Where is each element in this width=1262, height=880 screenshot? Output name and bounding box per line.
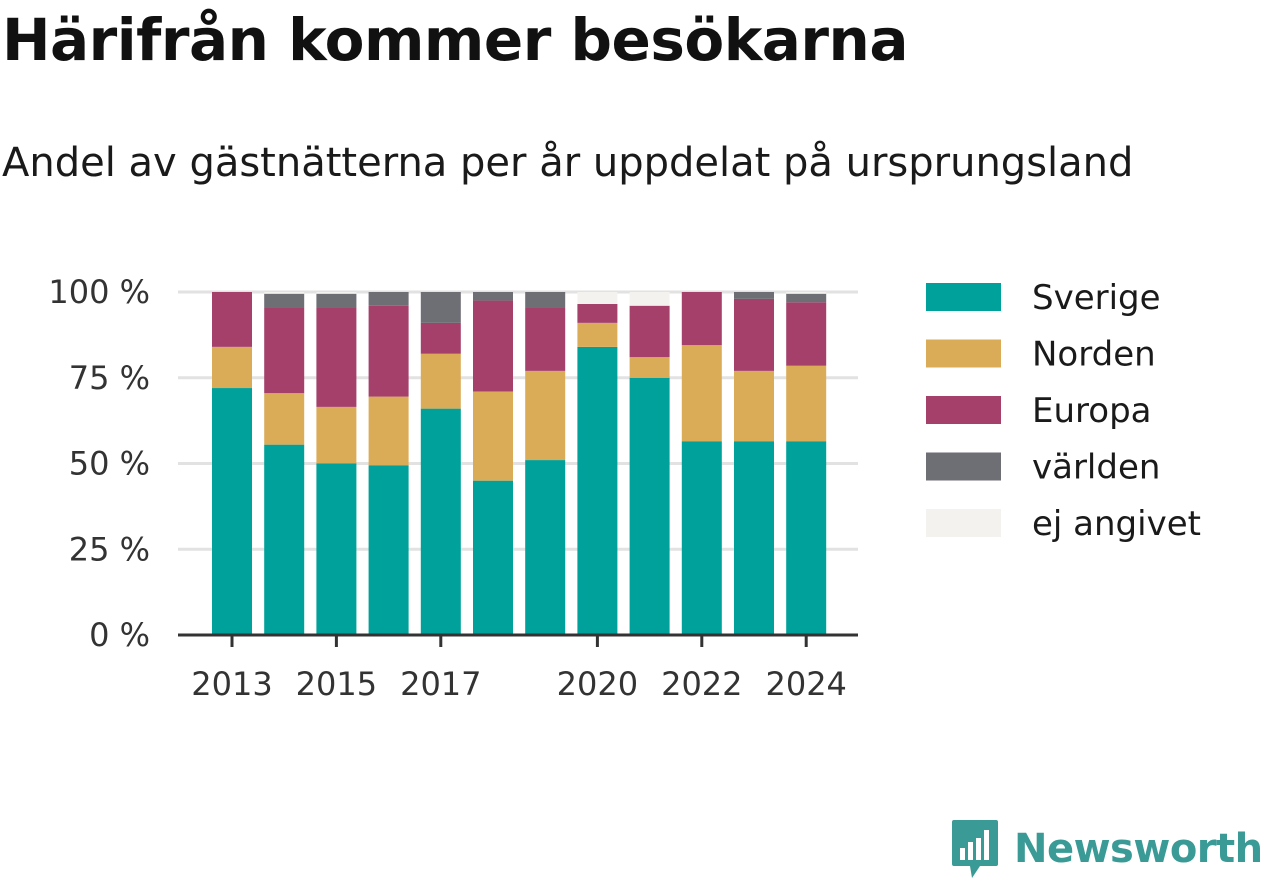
legend-swatch [926,509,1001,537]
x-tick-label: 2024 [765,665,846,703]
bar-segment [473,300,513,392]
legend-label: Europa [1032,391,1151,431]
legend-label: ej angivet [1032,504,1201,544]
legend-swatch [926,339,1001,368]
y-tick-label: 0 % [89,616,150,654]
bar-segment [368,396,409,466]
bar-segment [629,292,670,306]
bar-segment [420,292,461,323]
bar-segment [734,292,774,299]
legend: Sverige Norden Europa världen ej angivet [926,278,1201,544]
newsworthy-logo-icon [952,820,998,878]
y-tick-label: 25 % [69,530,150,568]
bar-segment [368,305,409,397]
bar-segment [786,441,827,635]
page-subtitle: Andel av gästnätterna per år uppdelat på… [2,140,1134,186]
brand-name: Newsworthy [1014,826,1262,872]
bar-segment [316,292,357,294]
x-tick-label: 2022 [661,665,742,703]
y-tick-label: 50 % [69,445,150,483]
bar-segment [525,370,566,461]
bar-segment [681,292,722,346]
bar-segment [212,292,252,347]
bar-segment [264,292,305,294]
x-tick-label: 2020 [557,665,638,703]
bar-segment [212,346,252,389]
bar-segment [473,391,513,481]
legend-swatch [926,452,1001,481]
legend-label: världen [1032,448,1160,488]
bar-segment [368,292,409,306]
brand[interactable]: Newsworthy [950,818,1262,880]
bar-segment [786,302,827,366]
bar-segment [473,292,513,301]
bar-segment [525,460,566,635]
axes: 0 % 25 % 50 % 75 % 100 % 2013 2015 2017 2020 2022… [48,273,858,703]
bar-segment [786,365,827,442]
bar-segment [420,353,461,409]
bar-segment [316,406,357,464]
bar-segment [316,463,357,635]
x-tick-label: 2013 [191,665,272,703]
bar-segment [577,304,618,323]
y-tick-label: 100 % [48,273,150,311]
bar-segment [786,292,827,294]
bar-segment [629,305,670,358]
bar-segment [264,393,305,445]
bar-segment [525,307,566,371]
page-title: Härifrån kommer besökarna [2,6,908,74]
x-tick-label: 2015 [296,665,377,703]
bar-segment [734,370,774,442]
bar-segment [681,441,722,635]
bar-segment [316,293,357,308]
bars [212,292,827,635]
bar-segment [681,345,722,442]
bar-segment [212,388,252,635]
bar-segment [629,377,670,635]
bar-segment [420,322,461,354]
legend-swatch [926,396,1001,424]
bar-segment [577,292,618,305]
legend-label: Norden [1032,335,1156,375]
bar-segment [316,307,357,407]
bar-segment [734,441,774,635]
bar-segment [473,480,513,635]
bar-segment [577,322,618,347]
bar-segment [264,444,305,635]
bar-segment [264,307,305,394]
bar-segment [420,408,461,635]
bar-segment [734,298,774,371]
legend-label: Sverige [1032,278,1161,318]
bar-segment [525,292,566,308]
bar-segment [786,293,827,303]
bar-segment [368,465,409,635]
legend-swatch [926,283,1001,311]
bar-segment [629,357,670,378]
bar-segment [264,293,305,308]
y-tick-label: 75 % [69,359,150,397]
bar-segment [577,346,618,635]
x-tick-label: 2017 [400,665,481,703]
